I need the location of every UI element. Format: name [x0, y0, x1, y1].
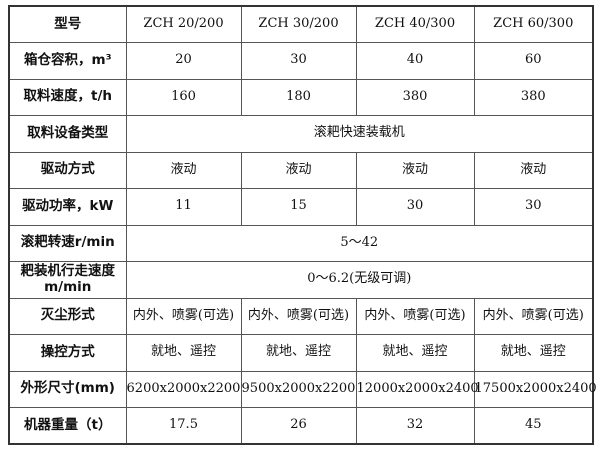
table-cell: 就地、遥控: [240, 334, 357, 372]
merged-cell: 5～42: [125, 224, 594, 262]
table-row: 机器重量（t） 17.5 26 32 45: [8, 407, 594, 445]
table-cell: 内外、喷雾(可选): [125, 297, 242, 335]
table-cell: 液动: [125, 151, 242, 189]
table-cell: 26: [240, 407, 357, 445]
row-label: 型号: [8, 5, 127, 43]
table-cell: ZCH 60/300: [473, 5, 594, 43]
table-row: 型号 ZCH 20/200 ZCH 30/200 ZCH 40/300 ZCH 60/3…: [8, 5, 594, 43]
row-label: 操控方式: [8, 334, 127, 372]
table-cell: 就地、遥控: [355, 334, 475, 372]
table-cell: ZCH 20/200: [125, 5, 242, 43]
table-cell: 内外、喷雾(可选): [473, 297, 594, 335]
table-row: 取料速度，t/h 160 180 380 380: [8, 78, 594, 116]
table-cell: 液动: [473, 151, 594, 189]
table-cell: 12000x2000x2400: [355, 370, 479, 408]
table-row: 外形尺寸(mm) 6200x2000x2200 9500x2000x2200 1200…: [8, 370, 597, 408]
table-cell: 液动: [240, 151, 357, 189]
table-row: 操控方式 就地、遥控 就地、遥控 就地、遥控 就地、遥控: [8, 334, 594, 372]
row-label: 灭尘形式: [8, 297, 127, 335]
table-cell: 17500x2000x2400: [473, 370, 597, 408]
row-label: 耙装机行走速度m/min: [8, 261, 127, 299]
table-cell: 液动: [355, 151, 475, 189]
table-cell: 40: [355, 42, 475, 80]
table-cell: 380: [473, 78, 594, 116]
table-row: 驱动功率，kW 11 15 30 30: [8, 188, 594, 226]
row-label: 滚耙转速r/min: [8, 224, 127, 262]
table-cell: ZCH 30/200: [240, 5, 357, 43]
table-cell: 9500x2000x2200: [240, 370, 357, 408]
table-cell: 30: [355, 188, 475, 226]
table-row: 耙装机行走速度m/min 0～6.2(无级可调): [8, 261, 594, 299]
table-cell: 20: [125, 42, 242, 80]
row-label: 驱动方式: [8, 151, 127, 189]
table-cell: 160: [125, 78, 242, 116]
merged-cell: 0～6.2(无级可调): [125, 261, 594, 299]
row-label: 箱仓容积，m³: [8, 42, 127, 80]
table-row: 取料设备类型 滚耙快速装载机: [8, 115, 594, 153]
table-cell: 180: [240, 78, 357, 116]
table-row: 驱动方式 液动 液动 液动 液动: [8, 151, 594, 189]
table-row: 灭尘形式 内外、喷雾(可选) 内外、喷雾(可选) 内外、喷雾(可选) 内外、喷雾(可选): [8, 297, 594, 335]
table-cell: 就地、遥控: [473, 334, 594, 372]
row-label: 机器重量（t）: [8, 407, 127, 445]
table-cell: 32: [355, 407, 475, 445]
table-cell: 就地、遥控: [125, 334, 242, 372]
table-cell: 30: [240, 42, 357, 80]
table-cell: 内外、喷雾(可选): [355, 297, 475, 335]
row-label: 取料速度，t/h: [8, 78, 127, 116]
row-label: 取料设备类型: [8, 115, 127, 153]
table-cell: 15: [240, 188, 357, 226]
table-cell: 45: [473, 407, 594, 445]
table-cell: 380: [355, 78, 475, 116]
table-cell: 17.5: [125, 407, 242, 445]
table-row: 箱仓容积，m³ 20 30 40 60: [8, 42, 594, 80]
table-cell: 内外、喷雾(可选): [240, 297, 357, 335]
table-cell: 6200x2000x2200: [125, 370, 242, 408]
row-label: 外形尺寸(mm): [8, 370, 127, 408]
table-cell: 60: [473, 42, 594, 80]
table-cell: 11: [125, 188, 242, 226]
table-cell: 30: [473, 188, 594, 226]
table-cell: ZCH 40/300: [355, 5, 475, 43]
merged-cell: 滚耙快速装载机: [125, 115, 594, 153]
spec-table: 型号 ZCH 20/200 ZCH 30/200 ZCH 40/300 ZCH 60/3…: [8, 5, 597, 445]
row-label: 驱动功率，kW: [8, 188, 127, 226]
table-row: 滚耙转速r/min 5～42: [8, 224, 594, 262]
